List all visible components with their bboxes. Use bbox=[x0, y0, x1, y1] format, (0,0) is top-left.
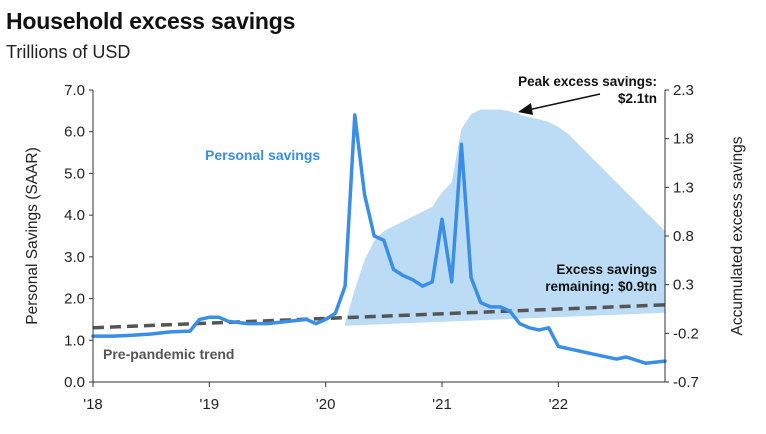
y-tick-label: 6.0 bbox=[64, 124, 85, 141]
remaining-annotation-line1: Excess savings bbox=[556, 262, 657, 277]
remaining-annotation-line2: remaining: $0.9tn bbox=[545, 279, 657, 294]
x-tick-label: '19 bbox=[200, 396, 220, 413]
line-layer bbox=[91, 113, 667, 365]
y-right-axis-title: Accumulated excess savings bbox=[729, 136, 746, 335]
y-tick-label: 2.0 bbox=[64, 291, 85, 308]
pre-pandemic-trend-label: Pre-pandemic trend bbox=[103, 346, 234, 362]
y-right-tick-label: -0.7 bbox=[673, 374, 699, 391]
pre-pandemic-trend-line bbox=[92, 303, 666, 330]
peak-arrow-head bbox=[518, 103, 533, 115]
personal-savings-label: Personal savings bbox=[205, 147, 320, 163]
label-layer: Personal savings Pre-pandemic trend Peak e… bbox=[103, 74, 657, 362]
peak-arrow-shaft bbox=[527, 93, 601, 111]
y-right-tick-label: -0.2 bbox=[673, 325, 699, 342]
axis-layer: 0.0 1.0 2.0 3.0 4.0 5.0 6.0 7.0 -0.7 -0.2 0.3 0.8 1.… bbox=[24, 82, 746, 413]
personal-savings-line bbox=[91, 113, 667, 365]
x-tick-label: '21 bbox=[432, 396, 452, 413]
x-tick-label: '20 bbox=[316, 396, 336, 413]
y-right-tick-label: 0.3 bbox=[673, 277, 694, 294]
y-tick-label: 7.0 bbox=[64, 82, 85, 99]
y-right-tick-label: 1.3 bbox=[673, 179, 694, 196]
peak-annotation-line2: $2.1tn bbox=[618, 91, 657, 106]
chart-title: Household excess savings bbox=[6, 8, 296, 34]
x-tick-label: '22 bbox=[549, 396, 569, 413]
peak-annotation-line1: Peak excess savings: bbox=[518, 74, 657, 89]
x-tick-label: '18 bbox=[83, 396, 103, 413]
trend-layer bbox=[92, 303, 666, 330]
y-tick-label: 4.0 bbox=[64, 207, 85, 224]
excess-savings-area bbox=[345, 109, 665, 326]
y-axis-title: Personal Savings (SAAR) bbox=[24, 147, 41, 324]
y-right-tick-label: 2.3 bbox=[673, 82, 694, 99]
y-tick-label: 5.0 bbox=[64, 165, 85, 182]
chart-subtitle: Trillions of USD bbox=[6, 42, 131, 62]
y-right-tick-label: 0.8 bbox=[673, 228, 694, 245]
y-tick-label: 0.0 bbox=[64, 374, 85, 391]
y-tick-label: 3.0 bbox=[64, 249, 85, 266]
area-layer bbox=[345, 109, 665, 326]
y-tick-label: 1.0 bbox=[64, 332, 85, 349]
y-right-tick-label: 1.8 bbox=[673, 131, 694, 148]
